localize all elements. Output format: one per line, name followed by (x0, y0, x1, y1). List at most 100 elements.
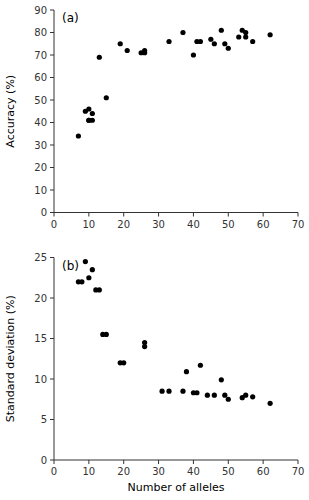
point (83, 259, 88, 264)
y-tick-label: 15 (34, 333, 47, 344)
y-tick (50, 419, 54, 420)
y-tick (50, 190, 54, 191)
x-tick-label: 70 (292, 219, 305, 230)
x-tick (298, 460, 299, 464)
panel: 0102030405060700510152025Number of allel… (4, 252, 304, 494)
x-axis-line (54, 212, 298, 213)
point (250, 394, 255, 399)
point (118, 41, 123, 46)
point (79, 279, 84, 284)
point (166, 39, 171, 44)
point (166, 389, 171, 394)
point (90, 118, 95, 123)
y-tick-label: 0 (41, 455, 47, 466)
y-tick-label: 30 (34, 140, 47, 151)
point (191, 52, 196, 57)
point (236, 34, 241, 39)
point (222, 393, 227, 398)
y-tick-label: 60 (34, 72, 47, 83)
y-axis-label: Standard deviation (%) (4, 295, 17, 422)
point (180, 389, 185, 394)
point (243, 393, 248, 398)
point (198, 363, 203, 368)
point (212, 393, 217, 398)
x-tick (193, 213, 194, 217)
x-tick-label: 10 (82, 466, 95, 477)
y-tick-label: 10 (34, 185, 47, 196)
x-tick-label: 50 (222, 219, 235, 230)
point (184, 369, 189, 374)
y-tick (50, 10, 54, 11)
point (104, 95, 109, 100)
x-tick-label: 20 (117, 219, 130, 230)
point (121, 360, 126, 365)
point (226, 46, 231, 51)
x-tick (123, 213, 124, 217)
point (226, 397, 231, 402)
x-tick-label: 0 (51, 466, 57, 477)
x-axis-label: Number of alleles (128, 481, 225, 494)
point (268, 401, 273, 406)
point (268, 32, 273, 37)
x-tick-label: 40 (187, 219, 200, 230)
x-tick-label: 40 (187, 466, 200, 477)
y-tick (50, 460, 54, 461)
point (142, 340, 147, 345)
y-tick-label: 25 (34, 252, 47, 263)
point (142, 48, 147, 53)
x-tick (263, 213, 264, 217)
y-tick-label: 40 (34, 117, 47, 128)
y-tick (50, 32, 54, 33)
point (90, 267, 95, 272)
x-tick (298, 213, 299, 217)
x-tick (88, 213, 89, 217)
point (86, 106, 91, 111)
y-tick-label: 10 (34, 374, 47, 385)
x-tick (54, 213, 55, 217)
x-tick-label: 50 (222, 466, 235, 477)
point (86, 275, 91, 280)
y-tick (50, 257, 54, 258)
point (222, 41, 227, 46)
y-tick (50, 100, 54, 101)
y-tick (50, 167, 54, 168)
figure: 0102030405060700102030405060708090Accura… (0, 0, 309, 500)
x-tick (228, 213, 229, 217)
x-tick (263, 460, 264, 464)
point (97, 287, 102, 292)
x-tick (123, 460, 124, 464)
x-tick (193, 460, 194, 464)
point (180, 30, 185, 35)
y-tick (50, 77, 54, 78)
y-tick-label: 70 (34, 50, 47, 61)
y-tick (50, 212, 54, 213)
x-axis-line (54, 460, 298, 461)
y-tick (50, 338, 54, 339)
point (97, 55, 102, 60)
point (194, 390, 199, 395)
y-axis-label: Accuracy (%) (4, 75, 17, 148)
y-tick-label: 5 (41, 414, 47, 425)
y-tick-label: 80 (34, 27, 47, 38)
point (76, 133, 81, 138)
x-tick (88, 460, 89, 464)
x-tick-label: 10 (82, 219, 95, 230)
point (90, 111, 95, 116)
y-tick-label: 90 (34, 5, 47, 16)
y-axis-line (54, 10, 55, 213)
point (250, 39, 255, 44)
y-tick (50, 145, 54, 146)
point (159, 389, 164, 394)
points (76, 28, 273, 139)
x-tick-label: 60 (257, 466, 270, 477)
y-tick-label: 20 (34, 162, 47, 173)
y-tick-label: 50 (34, 95, 47, 106)
point (205, 393, 210, 398)
x-tick (158, 213, 159, 217)
x-tick (228, 460, 229, 464)
y-axis-line (54, 258, 55, 461)
x-tick (158, 460, 159, 464)
point (208, 37, 213, 42)
panel: 0102030405060700102030405060708090Accura… (4, 5, 304, 230)
y-tick-label: 0 (41, 207, 47, 218)
